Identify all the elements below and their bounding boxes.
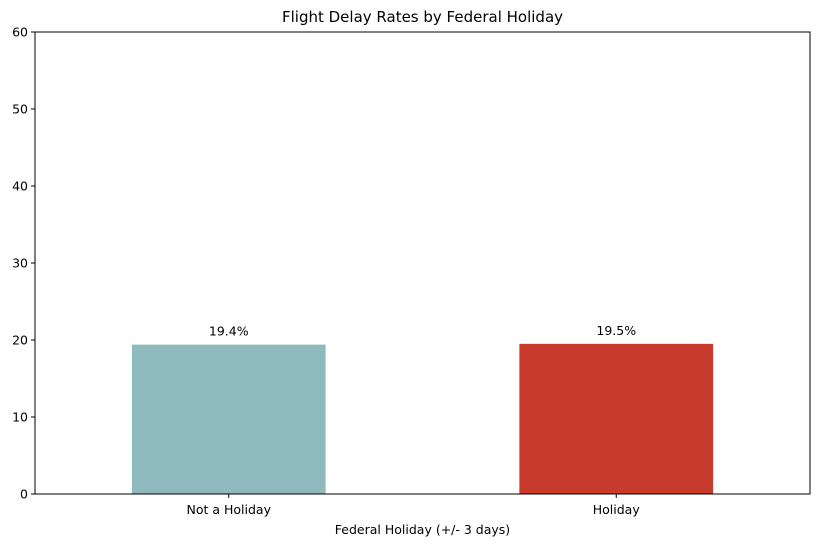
y-tick-label: 0	[20, 487, 28, 502]
bar-not-a-holiday	[131, 344, 326, 494]
y-tick-label: 30	[12, 256, 28, 271]
bar-data-label: 19.5%	[596, 323, 636, 338]
bars: 19.4% 19.5%	[131, 323, 714, 494]
x-tick-label: Holiday	[593, 502, 641, 517]
x-axis-label: Federal Holiday (+/- 3 days)	[335, 522, 510, 537]
bar-holiday	[519, 343, 714, 494]
x-axis: Not a Holiday Holiday	[187, 494, 641, 517]
y-axis: 0 10 20 30 40 50 60	[12, 25, 35, 502]
chart-title: Flight Delay Rates by Federal Holiday	[282, 8, 563, 26]
y-tick-label: 50	[12, 102, 28, 117]
y-tick-label: 20	[12, 333, 28, 348]
y-tick-label: 60	[12, 25, 28, 40]
y-tick-label: 10	[12, 410, 28, 425]
x-tick-label: Not a Holiday	[187, 502, 272, 517]
plot-frame	[34, 31, 811, 495]
y-tick-label: 40	[12, 179, 28, 194]
bar-data-label: 19.4%	[209, 324, 249, 339]
